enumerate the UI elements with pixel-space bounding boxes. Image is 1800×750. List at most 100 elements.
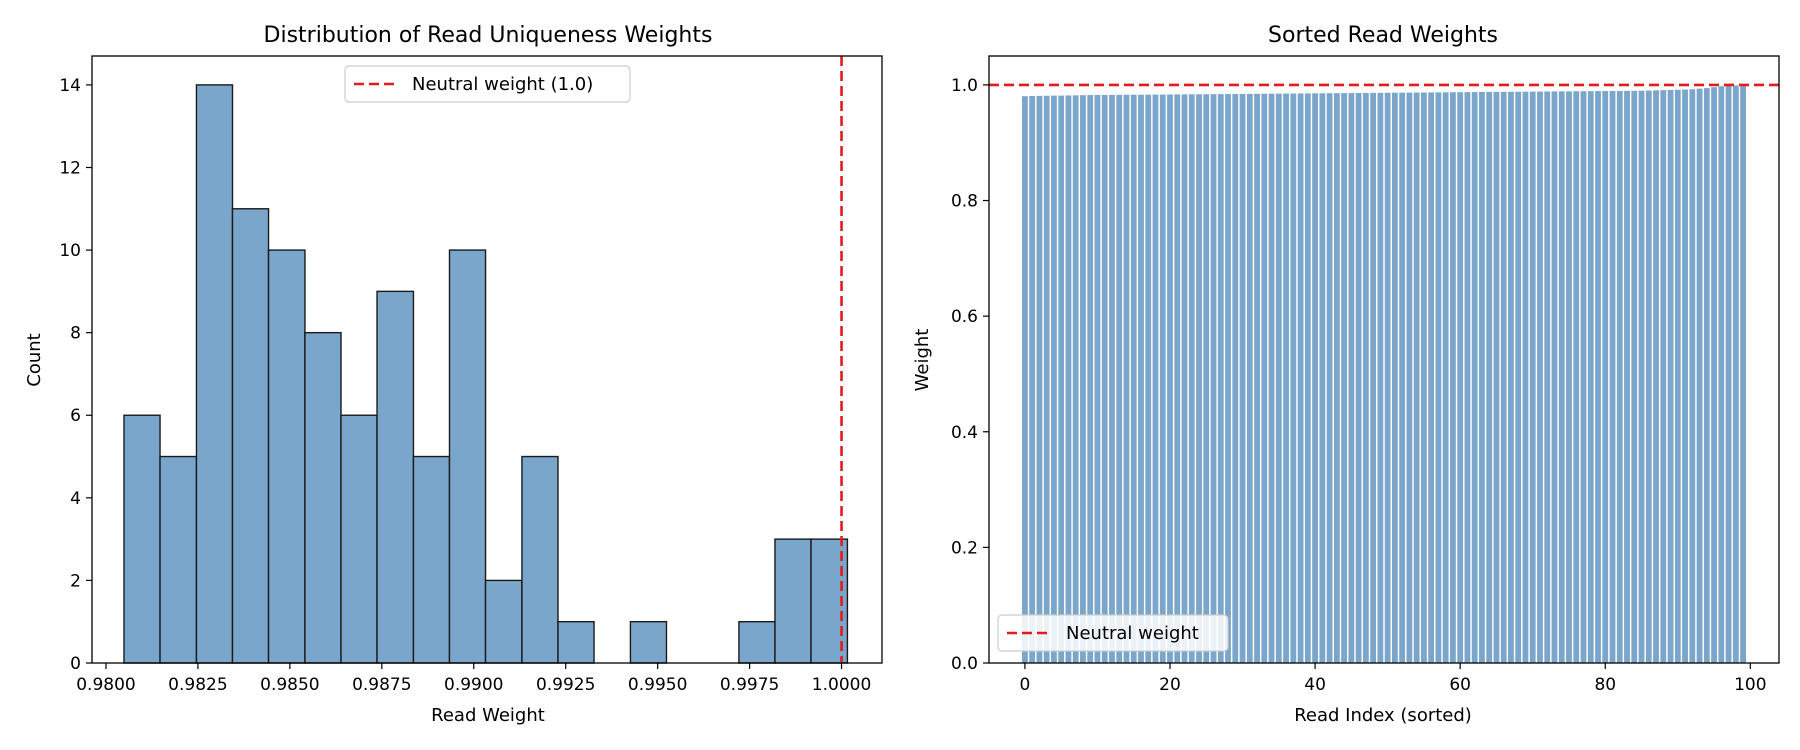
histogram-x-tick-label: 0.9975	[720, 675, 779, 695]
sorted-weight-bar	[1290, 93, 1297, 664]
sorted-weight-bar	[1682, 89, 1688, 663]
histogram-y-tick-label: 4	[70, 489, 81, 509]
sorted-weight-bar	[1138, 94, 1144, 664]
sorted-weight-bar	[1312, 93, 1318, 663]
sorted-weights-legend-label: Neutral weight	[1066, 623, 1199, 644]
sorted-weights-panel: Sorted Read Weights 0 20 40 60 80 100 0.00.20…	[912, 23, 1780, 726]
sorted-weights-y-tick-label: 0.6	[951, 307, 978, 327]
histogram-bar	[123, 414, 161, 664]
sorted-weight-bar	[1391, 92, 1398, 663]
histogram-y-ticks: 0 2 4 6 8 10 12 14	[59, 76, 92, 674]
sorted-weight-bar	[1304, 93, 1311, 663]
sorted-weights-x-tick-label: 0	[1019, 675, 1030, 695]
sorted-weight-bar	[1152, 94, 1159, 663]
sorted-weight-bar	[1072, 95, 1079, 663]
sorted-weight-bar	[1080, 95, 1086, 664]
sorted-weight-bar	[1689, 89, 1696, 663]
sorted-weight-bar	[1450, 92, 1456, 663]
histogram-y-label: Count	[24, 333, 45, 386]
sorted-weight-bar	[1022, 96, 1028, 664]
sorted-weight-bar	[1261, 93, 1268, 663]
histogram-y-tick-label: 12	[59, 158, 81, 178]
sorted-weight-bar	[1174, 94, 1181, 663]
histogram-y-tick-label: 6	[70, 406, 81, 426]
sorted-weight-bar	[1341, 93, 1348, 664]
sorted-weight-bar	[1631, 90, 1638, 663]
histogram-bar	[448, 249, 487, 664]
sorted-weight-bar	[1210, 94, 1217, 663]
histogram-y-tick-label: 10	[59, 241, 81, 261]
sorted-weight-bar	[1355, 92, 1362, 663]
sorted-weight-bar	[1660, 90, 1667, 664]
histogram-x-tick-label: 0.9925	[536, 675, 595, 695]
histogram-x-tick-label: 0.9850	[260, 675, 319, 695]
sorted-weight-bar	[1566, 91, 1572, 664]
histogram-x-tick-label: 0.9900	[444, 675, 503, 695]
sorted-weight-bar	[1515, 91, 1522, 663]
sorted-weight-bar	[1508, 91, 1514, 663]
sorted-weight-bar	[1188, 94, 1195, 664]
sorted-weights-x-tick-label: 100	[1734, 675, 1766, 695]
sorted-weights-y-tick-label: 0.8	[951, 192, 978, 212]
sorted-weight-bar	[1123, 94, 1130, 664]
sorted-weights-title: Sorted Read Weights	[1268, 23, 1498, 48]
sorted-weight-bar	[1544, 91, 1551, 663]
histogram-y-tick-label: 0	[70, 654, 81, 674]
histogram-bar	[195, 84, 234, 664]
sorted-weight-bar	[1413, 92, 1420, 663]
sorted-weight-bar	[1333, 93, 1340, 664]
sorted-weight-bar	[1558, 91, 1565, 664]
sorted-weight-bar	[1653, 90, 1659, 663]
histogram-bars	[123, 84, 849, 664]
sorted-weight-bar	[1167, 94, 1173, 663]
histogram-bar	[738, 621, 776, 664]
sorted-weight-bar	[1377, 92, 1384, 664]
histogram-panel: Distribution of Read Uniqueness Weights …	[24, 23, 883, 726]
sorted-weights-x-tick-label: 40	[1304, 675, 1326, 695]
histogram-bar	[231, 208, 270, 664]
histogram-legend-box	[344, 65, 631, 103]
sorted-weight-bar	[1479, 92, 1485, 664]
sorted-weight-bar	[1058, 95, 1065, 663]
sorted-weight-bar	[1399, 92, 1406, 663]
sorted-weight-bar	[1087, 95, 1094, 664]
sorted-weight-bar	[1203, 94, 1210, 663]
histogram-bar	[521, 455, 559, 664]
sorted-weights-x-tick-label: 60	[1449, 675, 1471, 695]
sorted-weights-legend: Neutral weight	[997, 614, 1229, 652]
sorted-weight-bar	[1225, 94, 1231, 663]
sorted-weight-bar	[1362, 92, 1369, 663]
histogram-x-tick-label: 0.9800	[76, 675, 135, 695]
histogram-bar	[376, 290, 415, 664]
sorted-weights-x-tick-label: 20	[1159, 675, 1181, 695]
sorted-weights-axes-frame	[988, 55, 1780, 664]
histogram-x-ticks: 0.9800 0.9825 0.9850 0.9875 0.9900 0.9925 0.99…	[76, 663, 871, 695]
histogram-bar	[629, 621, 668, 664]
sorted-weight-bar	[1573, 91, 1580, 664]
sorted-weight-bar	[1667, 89, 1674, 663]
sorted-weight-bar	[1493, 91, 1500, 663]
sorted-weight-bar	[1254, 93, 1260, 663]
histogram-bar	[304, 331, 342, 664]
sorted-weight-bar	[1616, 90, 1623, 664]
histogram-y-tick-label: 14	[59, 76, 81, 96]
sorted-weights-y-tick-label: 0.0	[951, 654, 978, 674]
sorted-weight-bar	[1181, 94, 1188, 664]
sorted-weight-bar	[1703, 88, 1710, 663]
sorted-weights-x-tick-label: 80	[1594, 675, 1616, 695]
sorted-weight-bar	[1232, 93, 1239, 664]
histogram-axes-frame	[91, 55, 883, 664]
sorted-weight-bar	[1159, 94, 1166, 663]
sorted-weight-bar	[1740, 85, 1746, 664]
sorted-weight-bar	[1319, 93, 1326, 664]
histogram-y-tick-label: 2	[70, 571, 81, 591]
sorted-weight-bar	[1283, 93, 1289, 664]
sorted-weight-bar	[1326, 93, 1333, 664]
histogram-bar	[412, 455, 451, 664]
sorted-weight-bar	[1246, 93, 1253, 663]
histogram-y-tick-label: 8	[70, 324, 81, 344]
histogram-x-tick-label: 0.9875	[352, 675, 411, 695]
sorted-weight-bar	[1065, 95, 1072, 664]
sorted-weight-bar	[1196, 94, 1202, 664]
sorted-weight-bar	[1624, 90, 1630, 664]
